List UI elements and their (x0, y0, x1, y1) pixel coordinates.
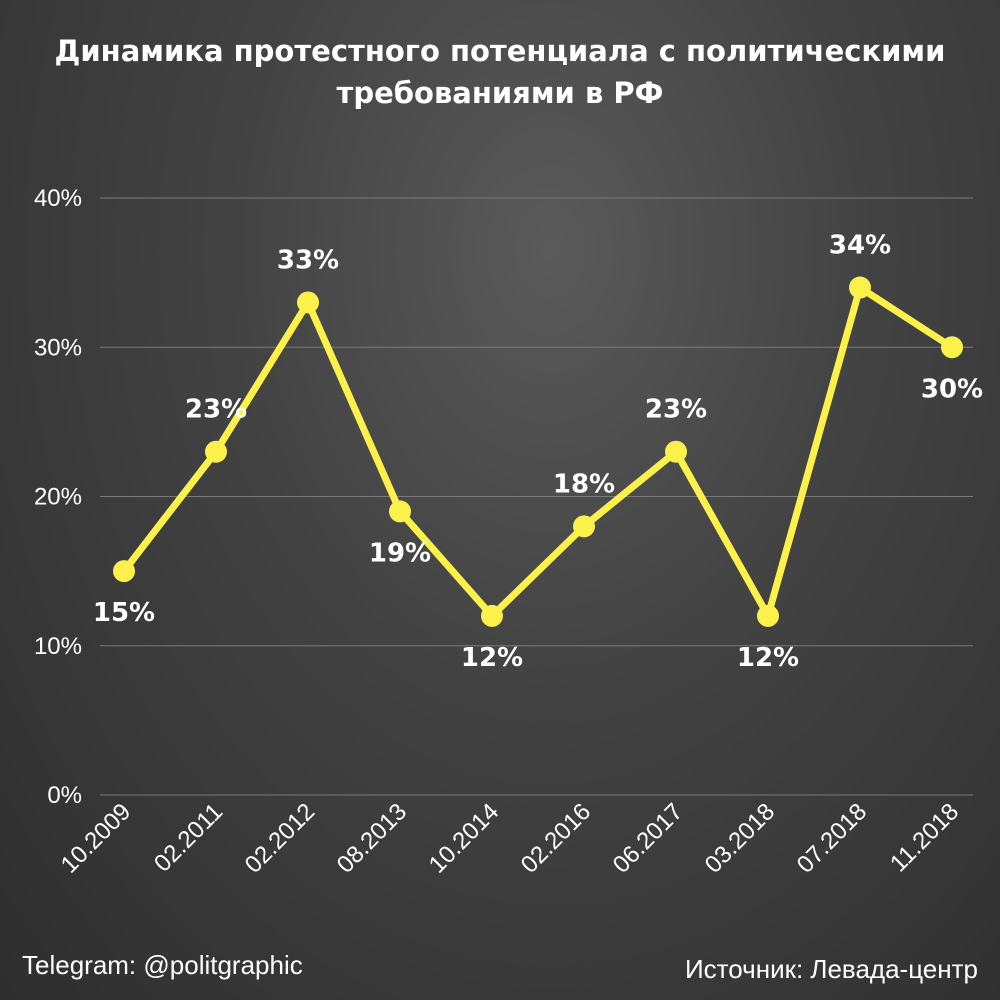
data-label-08.2013: 19% (369, 538, 431, 568)
chart-title-line-1: Динамика протестного потенциала с полити… (54, 34, 946, 68)
y-tick-label-10: 10% (34, 633, 82, 660)
data-point-11.2018 (941, 336, 963, 359)
data-label-07.2018: 34% (829, 231, 891, 261)
data-point-06.2017 (665, 440, 687, 463)
data-label-11.2018: 30% (921, 374, 983, 404)
y-tick-label-40: 40% (34, 185, 82, 212)
x-tick-label-02.2011: 02.2011 (149, 798, 228, 877)
source-credit: Источник: Левада-центр (684, 954, 978, 984)
data-label-06.2017: 23% (645, 395, 707, 425)
y-tick-label-30: 30% (34, 334, 82, 361)
x-tick-label-08.2013: 08.2013 (332, 798, 412, 878)
series-line (120, 284, 956, 620)
data-label-10.2009: 15% (93, 598, 155, 628)
x-tick-label-10.2014: 10.2014 (424, 798, 504, 878)
data-label-10.2014: 12% (461, 643, 523, 673)
x-tick-label-02.2012: 02.2012 (240, 798, 320, 878)
data-point-10.2014 (481, 604, 503, 627)
data-label-02.2016: 18% (553, 469, 615, 499)
data-label-02.2011: 23% (185, 395, 247, 425)
x-tick-label-06.2017: 06.2017 (608, 798, 688, 878)
telegram-credit: Telegram: @politgraphic (22, 950, 303, 980)
y-tick-label-20: 20% (34, 484, 82, 511)
y-tick-label-0: 0% (47, 782, 82, 809)
data-point-08.2013 (389, 500, 411, 523)
x-tick-label-10.2009: 10.2009 (56, 798, 136, 878)
data-label-03.2018: 12% (737, 643, 799, 673)
chart-title-line-2: требованиями в РФ (336, 76, 664, 110)
chart-title: Динамика протестного потенциала с полити… (0, 30, 1000, 114)
x-tick-label-07.2018: 07.2018 (792, 798, 872, 878)
data-label-02.2012: 33% (277, 245, 339, 275)
data-point-07.2018 (849, 276, 871, 299)
data-point-02.2011 (205, 440, 227, 463)
x-tick-label-11.2018: 11.2018 (885, 798, 964, 877)
data-point-03.2018 (757, 604, 779, 627)
data-point-02.2016 (573, 515, 595, 538)
x-tick-label-02.2016: 02.2016 (516, 798, 596, 878)
data-point-02.2012 (297, 291, 319, 314)
data-point-10.2009 (113, 560, 135, 583)
x-tick-label-03.2018: 03.2018 (700, 798, 780, 878)
